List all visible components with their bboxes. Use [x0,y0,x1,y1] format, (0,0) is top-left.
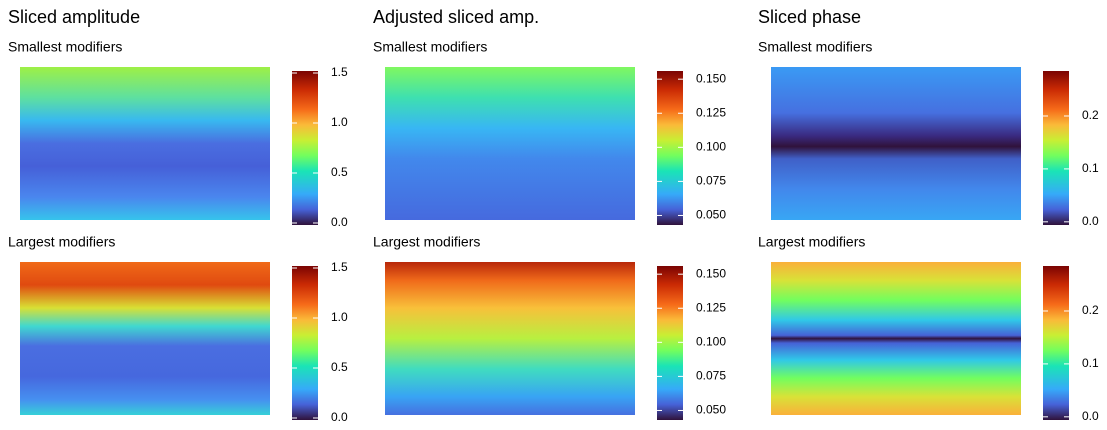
colorbar-tick-label: 0.100 [696,139,726,153]
colorbar-tick-label: 0.0 [1082,214,1099,228]
colorbar-tick-label: 0.2 [1082,108,1099,122]
colorbar-tick-label: 0.0 [331,215,348,229]
colorbar-tick-label: 0.150 [696,71,726,85]
panel-title: Sliced amplitude [8,7,140,27]
colorbar-tick-label: 1.5 [331,260,348,274]
colorbar-tick-label: 0.125 [696,105,726,119]
heatmap-image [771,262,1021,415]
colorbar-tick-label: 0.125 [696,300,726,314]
colorbar [1043,71,1069,225]
colorbar-tick-label: 0.075 [696,174,726,188]
colorbar-tick-label: 0.050 [696,208,726,222]
colorbar-tick-label: 0.050 [696,403,726,417]
heatmap-image [771,67,1021,220]
colorbar-tick-label: 0.075 [696,369,726,383]
panel-subtitle: Smallest modifiers [8,39,122,55]
panel-subtitle: Smallest modifiers [373,39,487,55]
colorbar [657,71,683,225]
colorbar-tick-label: 0.1 [1082,356,1099,370]
colorbar-tick-label: 0.150 [696,266,726,280]
colorbar-tick-label: 0.2 [1082,303,1099,317]
heatmap-image [20,67,270,220]
colorbar-tick-label: 0.1 [1082,161,1099,175]
heatmap-image [385,262,635,415]
panel-title: Adjusted sliced amp. [373,7,539,27]
colorbar [292,266,318,420]
colorbar-tick-label: 0.0 [1082,409,1099,423]
colorbar-tick-label: 1.0 [331,310,348,324]
panel-subtitle: Largest modifiers [758,234,865,250]
colorbar-tick-label: 0.100 [696,334,726,348]
colorbar-tick-label: 0.5 [331,165,348,179]
colorbar-tick-label: 0.5 [331,360,348,374]
panel-subtitle: Largest modifiers [373,234,480,250]
heatmap-image [20,262,270,415]
colorbar-tick-label: 0.0 [331,410,348,424]
colorbar-tick-label: 1.0 [331,115,348,129]
colorbar [292,71,318,225]
heatmap-image [385,67,635,220]
colorbar [657,266,683,420]
panel-subtitle: Smallest modifiers [758,39,872,55]
panel-title: Sliced phase [758,7,861,27]
panel-subtitle: Largest modifiers [8,234,115,250]
colorbar-tick-label: 1.5 [331,65,348,79]
colorbar [1043,266,1069,420]
